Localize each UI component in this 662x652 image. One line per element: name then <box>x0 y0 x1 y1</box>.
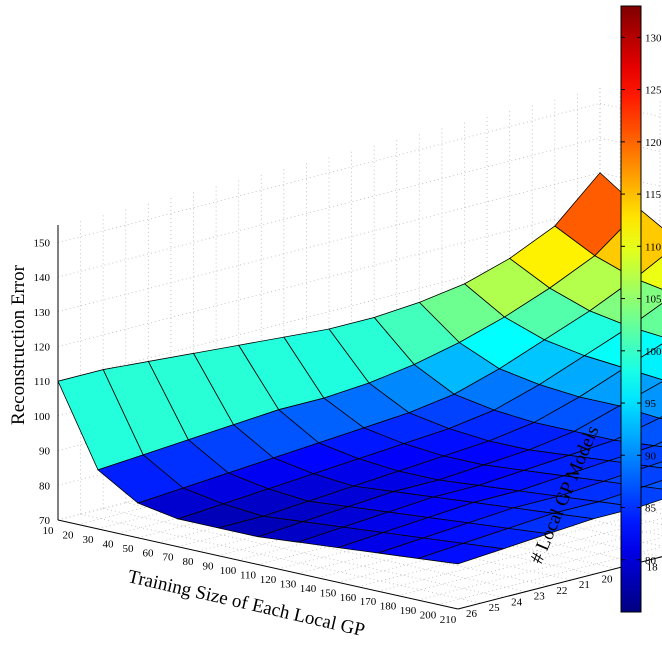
y-tick-label: 24 <box>511 596 522 608</box>
colorbar-tick-label: 95 <box>645 398 657 410</box>
z-tick-label: 80 <box>39 480 51 492</box>
x-tick-label: 130 <box>280 578 297 590</box>
x-tick-label: 120 <box>260 574 277 586</box>
x-tick-label: 180 <box>380 601 397 613</box>
x-tick-label: 90 <box>203 561 215 573</box>
x-tick-label: 40 <box>103 538 115 550</box>
z-tick-label: 130 <box>34 307 51 319</box>
colorbar-tick-label: 80 <box>645 555 657 567</box>
colorbar-tick-label: 90 <box>645 450 657 462</box>
y-tick-label: 21 <box>579 579 590 591</box>
y-tick-label: 23 <box>534 591 546 603</box>
colorbar-tick-label: 105 <box>645 294 662 306</box>
x-tick-label: 110 <box>240 570 257 582</box>
x-tick-label: 30 <box>83 534 95 546</box>
z-axis-title: Reconstruction Error <box>8 264 29 425</box>
z-tick-label: 140 <box>34 272 51 284</box>
x-tick-label: 210 <box>440 614 457 626</box>
x-tick-label: 20 <box>63 529 75 541</box>
z-tick-label: 120 <box>34 341 51 353</box>
colorbar-tick-label: 85 <box>645 503 657 515</box>
x-tick-label: 50 <box>123 543 135 555</box>
y-tick-label: 22 <box>556 585 567 597</box>
z-tick-label: 110 <box>34 376 51 388</box>
colorbar-tick-label: 115 <box>645 189 662 201</box>
x-tick-label: 80 <box>183 556 195 568</box>
x-tick-label: 60 <box>143 547 155 559</box>
z-tick-label: 150 <box>34 237 51 249</box>
x-tick-label: 100 <box>220 565 237 577</box>
x-tick-label: 200 <box>420 610 437 622</box>
x-tick-label: 190 <box>400 605 417 617</box>
z-tick-label: 100 <box>34 411 51 423</box>
z-tick-label: 90 <box>39 446 51 458</box>
colorbar-tick-label: 130 <box>645 32 662 44</box>
x-tick-label: 150 <box>320 587 337 599</box>
y-tick-label: 20 <box>602 573 614 585</box>
x-tick-label: 70 <box>163 552 175 564</box>
y-tick-label: 25 <box>489 602 501 614</box>
colorbar-tick-label: 110 <box>645 241 662 253</box>
x-tick-label: 140 <box>300 583 317 595</box>
colorbar-tick-label: 120 <box>645 137 662 149</box>
colorbar-tick-label: 100 <box>645 346 662 358</box>
y-tick-label: 26 <box>466 608 478 620</box>
x-tick-label: 160 <box>340 592 357 604</box>
colorbar-gradient <box>621 6 641 612</box>
colorbar-tick-label: 125 <box>645 85 662 97</box>
x-tick-label: 170 <box>360 596 377 608</box>
z-tick-label: 70 <box>39 515 51 527</box>
